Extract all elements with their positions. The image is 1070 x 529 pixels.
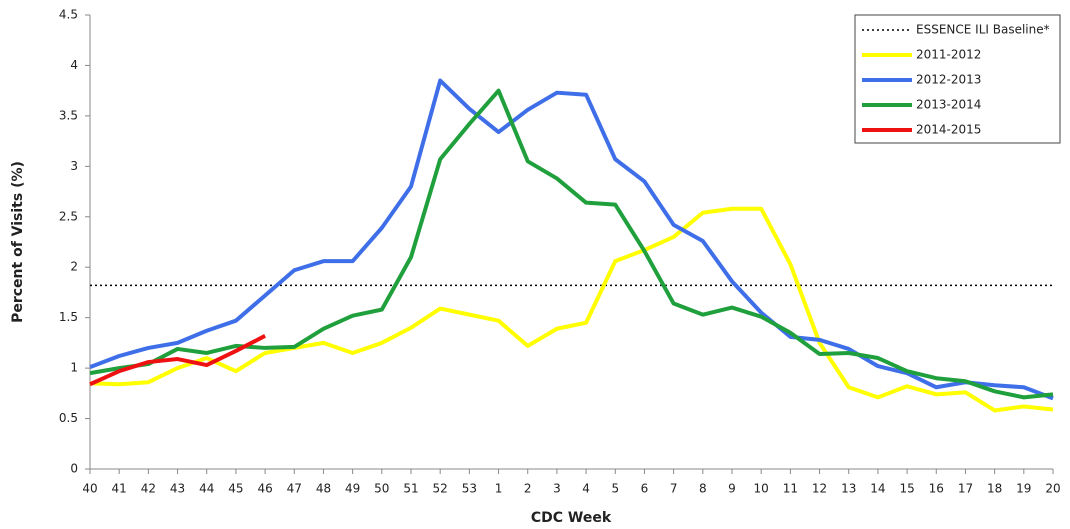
- x-tick-label: 51: [403, 482, 418, 496]
- legend-label: 2013-2014: [916, 98, 981, 112]
- x-tick-label: 7: [670, 482, 678, 496]
- legend-label: ESSENCE ILI Baseline*: [916, 23, 1050, 37]
- x-tick-label: 40: [82, 482, 97, 496]
- x-tick-label: 2: [524, 482, 532, 496]
- y-tick-label: 0: [70, 462, 78, 476]
- x-tick-label: 47: [287, 482, 302, 496]
- x-tick-label: 44: [199, 482, 214, 496]
- x-tick-label: 11: [783, 482, 798, 496]
- x-tick-label: 13: [841, 482, 856, 496]
- x-axis-title: CDC Week: [531, 510, 612, 526]
- y-tick-label: 2.5: [59, 209, 78, 223]
- x-tick-label: 5: [611, 482, 619, 496]
- x-tick-label: 8: [699, 482, 707, 496]
- x-tick-label: 50: [374, 482, 389, 496]
- y-tick-label: 3: [70, 159, 78, 173]
- x-tick-label: 16: [929, 482, 944, 496]
- y-tick-label: 2: [70, 260, 78, 274]
- x-tick-label: 18: [987, 482, 1002, 496]
- x-tick-label: 53: [462, 482, 477, 496]
- legend-label: 2014-2015: [916, 123, 981, 137]
- series-line: [89, 334, 267, 387]
- legend-label: 2011-2012: [916, 48, 981, 62]
- y-axis-title: Percent of Visits (%): [10, 161, 26, 323]
- y-tick-label: 1: [70, 361, 78, 375]
- x-tick-label: 45: [228, 482, 243, 496]
- x-tick-label: 48: [316, 482, 331, 496]
- x-tick-label: 52: [433, 482, 448, 496]
- x-tick-label: 19: [1016, 482, 1031, 496]
- x-tick-label: 3: [553, 482, 561, 496]
- x-tick-label: 20: [1045, 482, 1060, 496]
- x-tick-label: 43: [170, 482, 185, 496]
- x-tick-label: 15: [899, 482, 914, 496]
- series-line: [89, 78, 1054, 401]
- x-tick-label: 12: [812, 482, 827, 496]
- series-line: [89, 206, 1054, 413]
- legend-label: 2012-2013: [916, 73, 981, 87]
- y-tick-label: 3.5: [59, 108, 78, 122]
- x-tick-label: 6: [641, 482, 649, 496]
- series-line: [89, 88, 1054, 400]
- x-tick-label: 10: [754, 482, 769, 496]
- x-tick-label: 4: [582, 482, 590, 496]
- x-tick-label: 46: [257, 482, 272, 496]
- x-tick-label: 49: [345, 482, 360, 496]
- x-tick-label: 9: [728, 482, 736, 496]
- x-tick-label: 41: [112, 482, 127, 496]
- y-tick-label: 4: [70, 58, 78, 72]
- x-tick-label: 14: [870, 482, 885, 496]
- x-tick-label: 17: [958, 482, 973, 496]
- y-tick-label: 1.5: [59, 310, 78, 324]
- y-tick-label: 0.5: [59, 411, 78, 425]
- y-tick-label: 4.5: [59, 8, 78, 22]
- x-tick-label: 42: [141, 482, 156, 496]
- x-tick-label: 1: [495, 482, 503, 496]
